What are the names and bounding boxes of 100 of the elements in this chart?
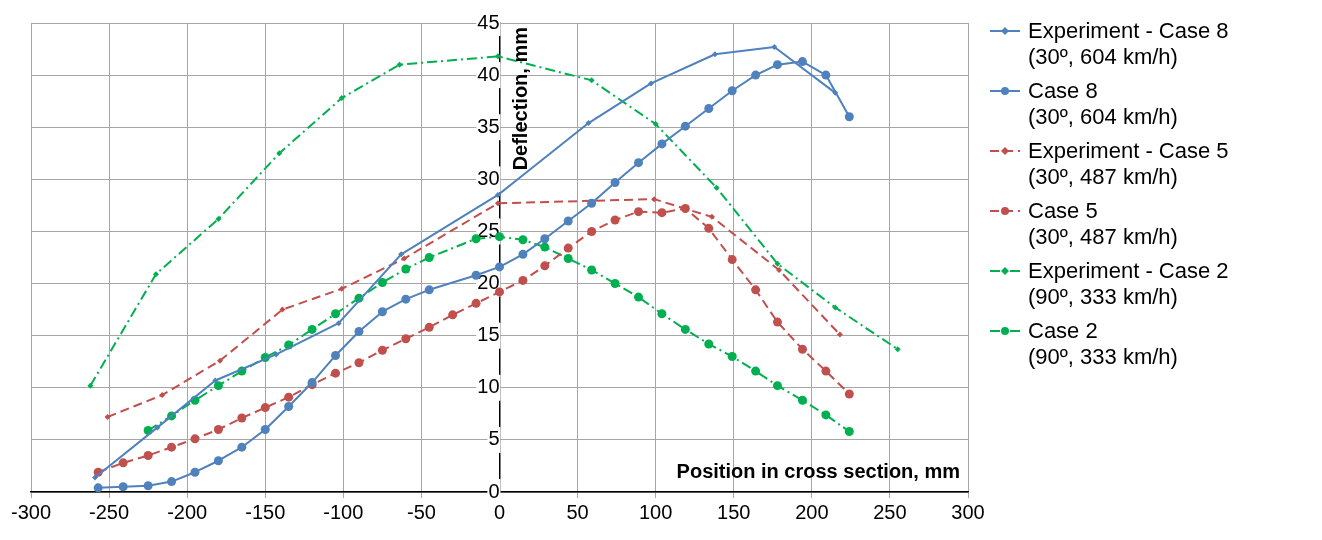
point xyxy=(159,392,166,399)
point xyxy=(772,60,782,70)
point xyxy=(727,352,737,362)
point xyxy=(260,403,270,413)
point xyxy=(836,331,843,338)
point xyxy=(751,366,761,376)
point xyxy=(610,177,620,187)
y-tick-label: 10 xyxy=(477,375,500,398)
point xyxy=(540,234,550,244)
point xyxy=(704,339,714,349)
point xyxy=(844,389,854,399)
point xyxy=(587,198,597,208)
point xyxy=(832,304,839,311)
point xyxy=(396,61,403,68)
point xyxy=(518,235,528,245)
point xyxy=(143,481,153,491)
legend-label: Experiment - Case 5 (30º, 487 km/h) xyxy=(1028,138,1230,190)
point xyxy=(104,413,111,420)
point xyxy=(354,358,364,368)
point xyxy=(610,279,620,289)
point xyxy=(713,184,720,191)
point xyxy=(844,427,854,437)
point xyxy=(494,53,501,60)
point xyxy=(651,196,658,203)
x-tick-label: -50 xyxy=(406,500,436,523)
point xyxy=(93,483,103,492)
point xyxy=(585,120,592,127)
point xyxy=(424,322,434,332)
point xyxy=(680,324,690,334)
point xyxy=(190,467,200,477)
x-tick-label: -100 xyxy=(323,500,364,523)
point xyxy=(751,285,761,295)
point xyxy=(797,344,807,354)
point xyxy=(771,43,778,50)
point xyxy=(448,310,458,320)
point xyxy=(563,243,573,253)
point xyxy=(377,278,387,288)
point xyxy=(821,410,831,420)
point xyxy=(704,103,714,113)
point xyxy=(212,377,219,384)
point xyxy=(518,275,528,285)
point xyxy=(338,285,345,292)
point xyxy=(797,57,807,67)
point xyxy=(118,458,128,468)
legend-label: Case 5 (30º, 487 km/h) xyxy=(1028,198,1179,250)
x-tick-label: 250 xyxy=(873,500,907,523)
point xyxy=(652,121,659,128)
point xyxy=(401,334,411,344)
point xyxy=(377,307,387,317)
point xyxy=(284,402,294,412)
point xyxy=(680,121,690,131)
x-tick-label: -250 xyxy=(89,500,130,523)
x-tick-label: -150 xyxy=(245,500,286,523)
point xyxy=(494,200,501,207)
point xyxy=(821,70,831,80)
point xyxy=(832,89,839,96)
point xyxy=(727,255,737,265)
x-axis-title: Position in cross section, mm xyxy=(676,459,960,482)
point xyxy=(260,424,270,434)
point xyxy=(215,215,222,222)
point xyxy=(331,309,341,319)
y-tick-label: 0 xyxy=(488,479,500,502)
point xyxy=(118,482,128,492)
point xyxy=(237,442,247,452)
point xyxy=(377,345,387,355)
x-tick-label: 300 xyxy=(951,500,985,523)
point xyxy=(167,442,177,452)
point xyxy=(494,191,501,198)
point xyxy=(216,357,223,364)
point xyxy=(401,255,408,262)
point xyxy=(279,306,286,313)
point xyxy=(331,350,341,360)
legend-label: Case 8 (30º, 604 km/h) xyxy=(1028,78,1179,130)
point xyxy=(657,309,667,319)
point xyxy=(213,456,223,466)
point xyxy=(844,112,854,122)
point xyxy=(273,351,280,358)
point xyxy=(657,139,667,149)
point xyxy=(92,474,99,481)
point xyxy=(213,424,223,434)
point xyxy=(424,285,434,295)
point xyxy=(87,382,94,389)
legend-label: Experiment - Case 8 (30º, 604 km/h) xyxy=(1028,18,1230,70)
point xyxy=(751,70,761,80)
y-tick-label: 20 xyxy=(477,271,500,294)
legend-label: Experiment - Case 2 (90º, 333 km/h) xyxy=(1028,258,1230,310)
point xyxy=(633,158,643,168)
point xyxy=(152,271,159,278)
point xyxy=(495,287,505,297)
point xyxy=(657,208,667,218)
point xyxy=(727,86,737,96)
y-tick-label: 15 xyxy=(477,323,500,346)
point xyxy=(401,264,411,274)
y-tick-label: 30 xyxy=(477,166,500,189)
point xyxy=(774,260,781,267)
point xyxy=(633,207,643,217)
point xyxy=(776,267,783,274)
point xyxy=(471,298,481,308)
x-tick-label: 100 xyxy=(638,500,673,523)
point xyxy=(495,262,505,272)
